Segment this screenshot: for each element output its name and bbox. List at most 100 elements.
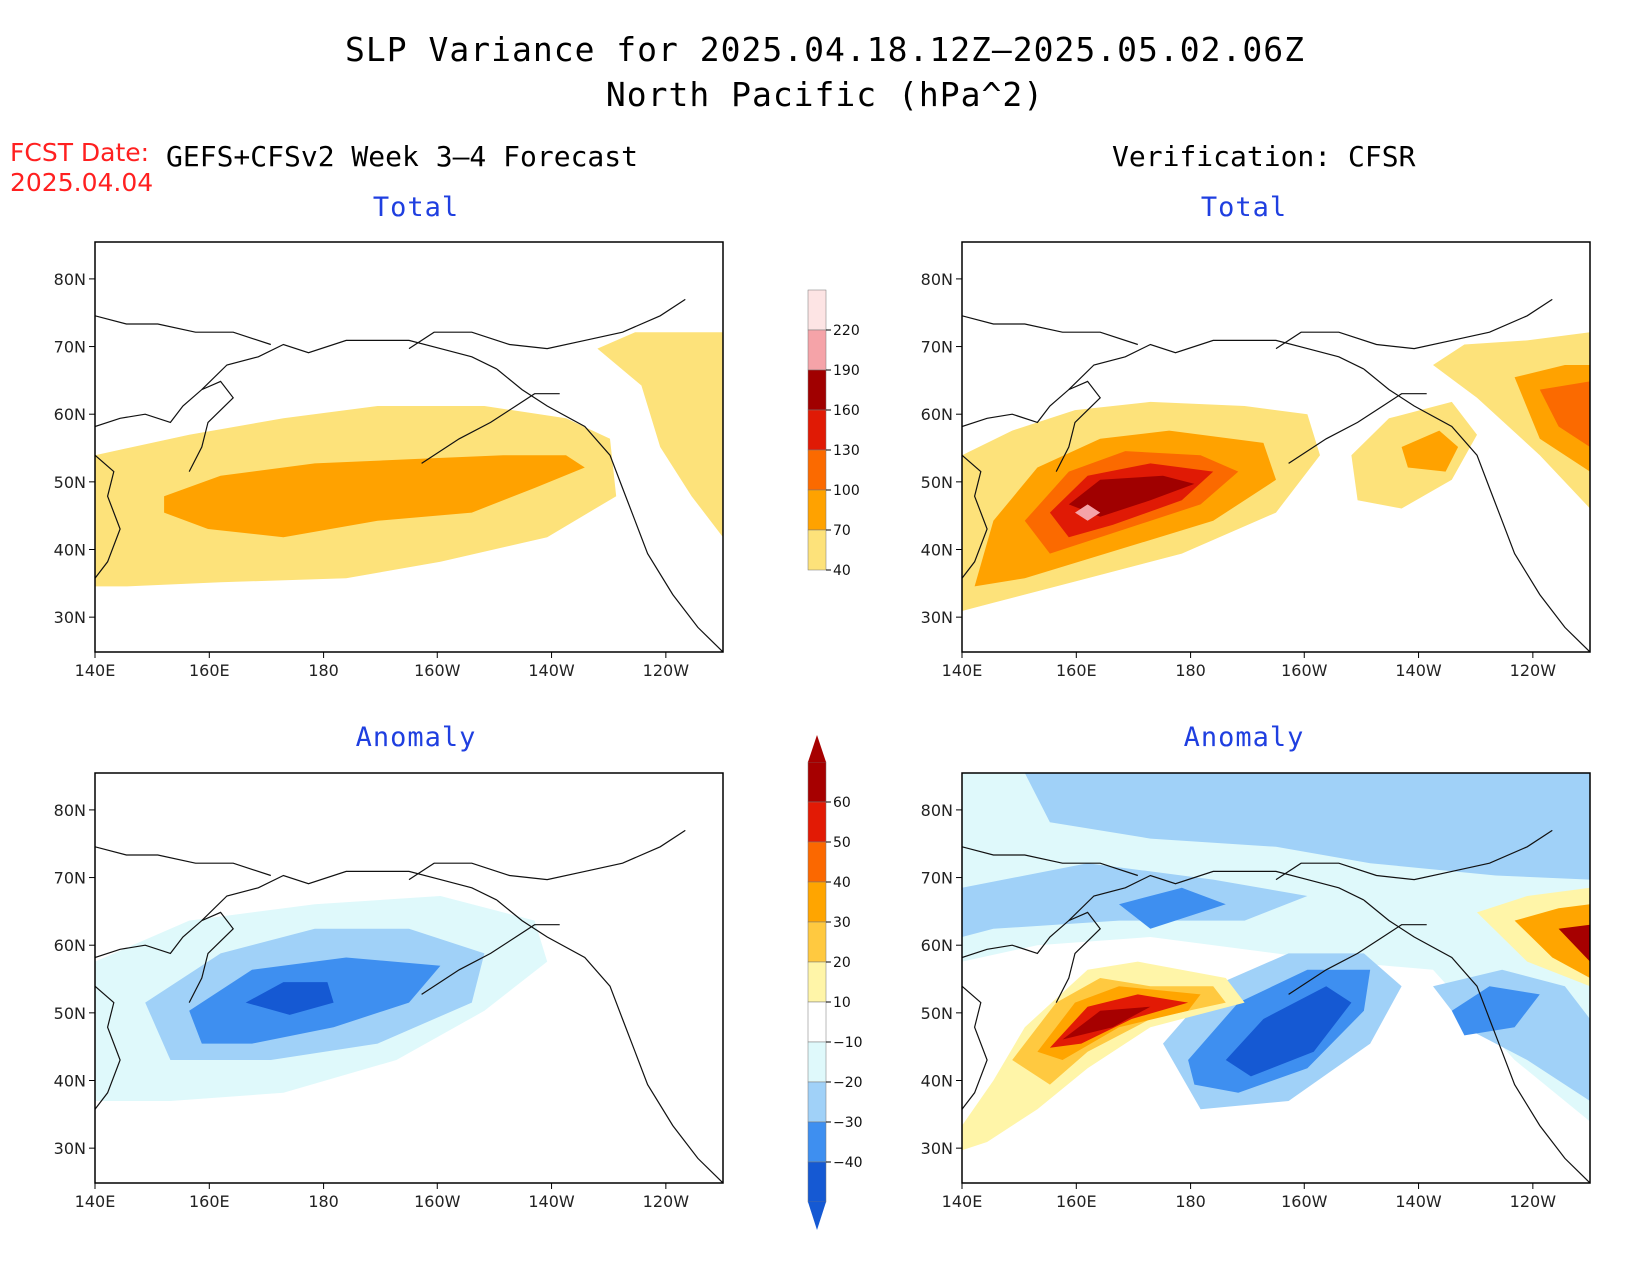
lon-tick-label: 120W xyxy=(1510,661,1557,680)
lon-tick-label: 160E xyxy=(189,1192,230,1211)
lon-tick-label: 160E xyxy=(189,661,230,680)
coastline xyxy=(962,454,988,579)
colorbar-swatch xyxy=(807,489,827,531)
colorbar-swatch xyxy=(807,329,827,371)
colorbar-label: 20 xyxy=(833,955,851,971)
colorbar-total: 220 190 160 130 100 70 40 xyxy=(807,289,860,579)
colorbar-label: 40 xyxy=(833,563,851,579)
anomaly-pos30 xyxy=(1514,904,1590,978)
lon-tick-label: 140W xyxy=(1395,1192,1442,1211)
colorbar-label: 130 xyxy=(833,443,860,459)
colorbar-label: 190 xyxy=(833,363,860,379)
coastline xyxy=(496,368,723,652)
colorbar-label: −30 xyxy=(833,1115,863,1131)
colorbar-anomaly: 60 50 40 30 20 10 −10 −20 −30 −40 xyxy=(807,735,863,1230)
colorbar-label: 160 xyxy=(833,403,860,419)
colorbar-swatch xyxy=(807,761,827,803)
colorbar-label: 70 xyxy=(833,523,851,539)
lon-tick-label: 160W xyxy=(414,661,461,680)
colorbar-label: 30 xyxy=(833,915,851,931)
lat-tick-label: 30N xyxy=(54,1139,86,1158)
contour-40 xyxy=(597,332,723,538)
map-frame xyxy=(961,241,1591,653)
colorbar-swatch xyxy=(807,1081,827,1123)
coastline xyxy=(201,339,498,391)
colorbar-label: 50 xyxy=(833,835,851,851)
colorbar-swatch xyxy=(807,1161,827,1203)
colorbar-swatch xyxy=(807,369,827,411)
lat-tick-label: 40N xyxy=(54,1072,86,1091)
lat-tick-label: 50N xyxy=(921,1004,953,1023)
coastline xyxy=(1363,368,1590,652)
lat-tick-label: 50N xyxy=(54,1004,86,1023)
map-fill-layer xyxy=(95,298,723,652)
lon-tick-label: 140E xyxy=(75,661,116,680)
colorbar-swatch xyxy=(807,289,827,331)
lon-tick-label: 180 xyxy=(1175,1192,1206,1211)
figure-subtitle: North Pacific (hPa^2) xyxy=(605,75,1045,114)
fcst-date-value: 2025.04.04 xyxy=(10,168,154,197)
anomaly-neg20 xyxy=(1433,969,1590,1101)
lat-tick-label: 80N xyxy=(54,270,86,289)
colorbar-swatch xyxy=(807,1041,827,1083)
lon-tick-label: 160W xyxy=(1281,1192,1328,1211)
map-panel-forecast-anomaly: 140E 160E 180 160W 140W 120W 80N 70N 60N 50N 40N 30… xyxy=(54,772,724,1211)
anomaly-neg30 xyxy=(1119,887,1226,929)
lon-tick-label: 140W xyxy=(528,661,575,680)
lat-tick-label: 80N xyxy=(54,801,86,820)
lat-tick-label: 40N xyxy=(921,541,953,560)
map-frame xyxy=(961,772,1591,1184)
coastline xyxy=(95,454,121,579)
contour-190 xyxy=(1075,504,1101,521)
panel-title-verification-anomaly: Anomaly xyxy=(1183,722,1305,753)
lon-tick-label: 160E xyxy=(1056,661,1097,680)
coastline xyxy=(962,315,1138,346)
coastline xyxy=(95,315,271,346)
anomaly-pos60 xyxy=(1062,1006,1151,1040)
map-panel-verification-anomaly: 140E 160E 180 160W 140W 120W 80N 70N 60N 50N 40N 30… xyxy=(921,772,1591,1211)
coastline xyxy=(496,899,723,1183)
lon-tick-label: 140W xyxy=(528,1192,575,1211)
contour-160 xyxy=(1068,475,1195,517)
fcst-date-label: FCST Date: xyxy=(10,138,150,167)
anomaly-neg20 xyxy=(1024,773,1590,880)
map-fill-layer xyxy=(962,298,1590,652)
colorbar-label: 10 xyxy=(833,995,851,1011)
map-fill-layer xyxy=(962,773,1590,1183)
anomaly-neg30 xyxy=(1451,986,1540,1036)
colorbar-swatch xyxy=(807,529,827,571)
lat-tick-label: 30N xyxy=(921,608,953,627)
lat-tick-label: 50N xyxy=(921,473,953,492)
lat-tick-label: 40N xyxy=(54,541,86,560)
contour-100 xyxy=(1539,381,1590,447)
coastline xyxy=(1068,339,1365,391)
coastline xyxy=(408,829,686,881)
colorbar-swatch xyxy=(807,881,827,923)
colorbar-max-arrow xyxy=(808,735,826,762)
lat-tick-label: 50N xyxy=(54,473,86,492)
lat-tick-label: 30N xyxy=(921,1139,953,1158)
forecast-model-heading: GEFS+CFSv2 Week 3–4 Forecast xyxy=(166,140,639,173)
lat-tick-label: 60N xyxy=(54,936,86,955)
colorbar-swatch xyxy=(807,449,827,491)
coastline xyxy=(1275,298,1553,350)
lon-tick-label: 120W xyxy=(643,661,690,680)
lat-tick-label: 30N xyxy=(54,608,86,627)
coastline xyxy=(1363,899,1590,1183)
colorbar-swatch xyxy=(807,961,827,1003)
map-panel-forecast-total: 140E 160E 180 160W 140W 120W 80N 70N 60N 50N 40N 30… xyxy=(54,241,724,680)
lat-tick-label: 60N xyxy=(921,936,953,955)
colorbar-label: −40 xyxy=(833,1155,863,1171)
anomaly-pos60 xyxy=(1558,924,1590,962)
coastline xyxy=(421,393,560,464)
coastline xyxy=(421,924,560,995)
map-fill-layer xyxy=(95,829,723,1183)
coastline xyxy=(95,846,271,877)
lon-tick-label: 160E xyxy=(1056,1192,1097,1211)
lon-tick-label: 180 xyxy=(308,661,339,680)
colorbar-label: 60 xyxy=(833,795,851,811)
coastline xyxy=(1275,829,1553,881)
coastline xyxy=(962,846,1138,877)
colorbar-swatch xyxy=(807,921,827,963)
